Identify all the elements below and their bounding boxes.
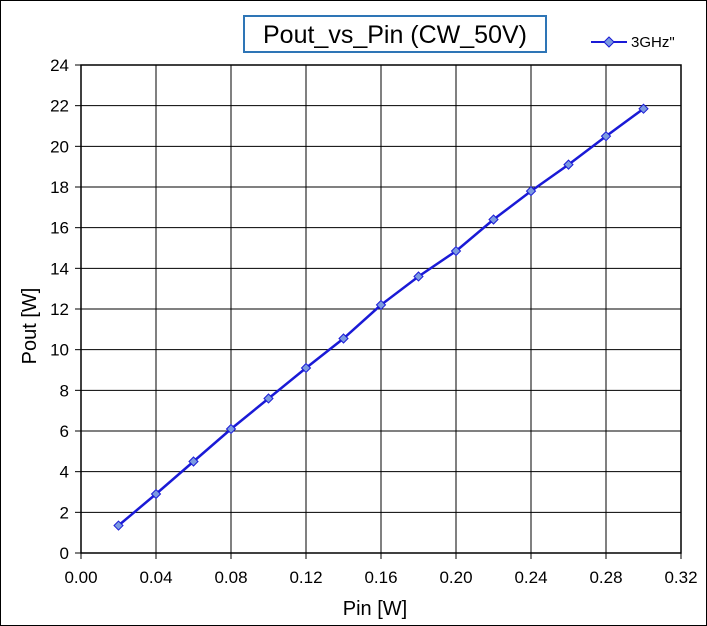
grid <box>75 64 682 559</box>
data-point <box>638 103 649 114</box>
data-point <box>300 362 312 374</box>
y-tick-label: 16 <box>50 219 69 238</box>
data-point <box>525 185 537 197</box>
data-point <box>263 393 274 404</box>
y-axis-label: Pout [W] <box>19 288 41 365</box>
y-tick-label: 14 <box>50 259 69 278</box>
y-tick-label: 6 <box>60 422 69 441</box>
chart-title-box: Pout_vs_Pin (CW_50V) <box>243 15 547 53</box>
legend-marker <box>603 36 615 48</box>
y-tick-label: 24 <box>50 56 69 75</box>
y-tick-label: 0 <box>60 544 69 563</box>
y-tick-label: 2 <box>60 503 69 522</box>
data-point <box>375 299 387 311</box>
x-tick-label: 0.16 <box>364 568 397 587</box>
data-point <box>225 423 237 435</box>
x-tick-label: 0.00 <box>64 568 97 587</box>
x-axis-label: Pin [W] <box>343 598 407 620</box>
data-point <box>338 333 349 344</box>
x-tick-label: 0.20 <box>439 568 472 587</box>
y-tick-label: 22 <box>50 97 69 116</box>
data-point <box>113 520 124 531</box>
data-point <box>563 159 574 170</box>
plot-area <box>80 64 682 554</box>
y-tick-label: 4 <box>60 463 69 482</box>
data-point <box>450 245 462 257</box>
x-tick-label: 0.08 <box>214 568 247 587</box>
x-tick-label: 0.12 <box>289 568 322 587</box>
chart-title: Pout_vs_Pin (CW_50V) <box>263 21 527 49</box>
data-point <box>600 130 612 142</box>
data-point <box>188 456 199 467</box>
data-point <box>488 214 499 225</box>
y-tick-label: 18 <box>50 178 69 197</box>
data-point <box>150 488 162 500</box>
legend-label: 3GHz" <box>631 34 675 51</box>
y-tick-label: 20 <box>50 137 69 156</box>
x-tick-labels: 0.00 0.04 0.08 0.12 0.16 0.20 0.24 0.28 0.32 <box>64 568 697 587</box>
y-tick-label: 12 <box>50 300 69 319</box>
y-tick-label: 8 <box>60 381 69 400</box>
title-border <box>243 15 547 53</box>
y-tick-label: 10 <box>50 341 69 360</box>
legend: 3GHz" <box>591 34 675 51</box>
x-tick-label: 0.04 <box>139 568 172 587</box>
x-tick-label: 0.28 <box>589 568 622 587</box>
x-tick-label: 0.24 <box>514 568 547 587</box>
series-layer <box>113 103 649 531</box>
x-tick-label: 0.32 <box>664 568 697 587</box>
data-point <box>413 271 424 282</box>
